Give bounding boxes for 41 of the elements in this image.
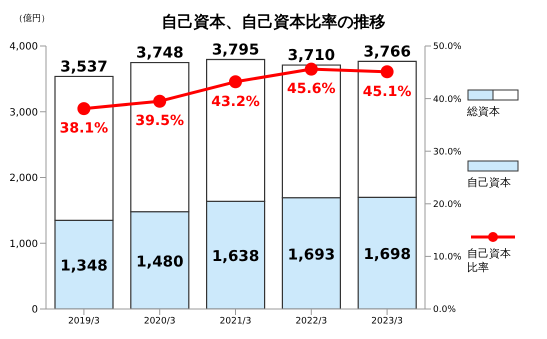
chart-title: 自己資本、自己資本比率の推移 — [162, 12, 386, 31]
data-label: 45.1% — [362, 84, 412, 100]
point — [380, 65, 394, 78]
legend-label: 自己資本 — [467, 176, 512, 190]
data-label: 43.2% — [211, 94, 260, 110]
data-label: 38.1% — [60, 120, 108, 137]
y-tick-label: 3,000 — [9, 107, 38, 118]
point — [77, 102, 90, 116]
y2-tick-label: 50.0% — [433, 42, 462, 52]
data-label: 1,698 — [363, 245, 411, 264]
x-tick-label: 2019/3 — [68, 316, 100, 326]
total-label: 3,748 — [136, 44, 184, 62]
y2-tick-label: 0.0% — [433, 305, 456, 316]
total-label: 3,795 — [212, 40, 260, 58]
total-label: 3,537 — [60, 57, 108, 76]
x-tick-label: 2020/3 — [144, 316, 176, 326]
data-label: 1,480 — [136, 252, 184, 270]
data-label: 39.5% — [135, 113, 184, 130]
total-label: 3,766 — [363, 42, 411, 60]
x-tick-label: 2021/3 — [220, 316, 252, 326]
y-tick-label: 2,000 — [9, 173, 38, 184]
data-label: 1,348 — [60, 256, 108, 275]
x-tick-label: 2023/3 — [371, 316, 403, 326]
data-label: 1,638 — [212, 247, 260, 266]
total-label: 3,710 — [288, 46, 336, 64]
legend-label: 総資本 — [467, 105, 501, 119]
y-axis-title: （億円） — [14, 12, 50, 25]
y-tick-label: 0 — [32, 304, 38, 316]
y-tick-label: 1,000 — [9, 238, 38, 250]
point — [229, 75, 242, 88]
y2-tick-label: 30.0% — [433, 147, 462, 158]
y2-tick-label: 40.0% — [433, 94, 462, 105]
x-tick-label: 2022/3 — [295, 316, 328, 326]
point — [304, 62, 318, 76]
data-label: 1,693 — [288, 245, 336, 264]
y2-tick-label: 10.0% — [433, 252, 462, 263]
point — [153, 94, 166, 108]
legend-label: 自己資本比率 — [467, 247, 512, 275]
data-label: 45.6% — [287, 81, 336, 98]
y-tick-label: 4,000 — [9, 42, 38, 53]
y2-tick-label: 20.0% — [433, 200, 462, 210]
